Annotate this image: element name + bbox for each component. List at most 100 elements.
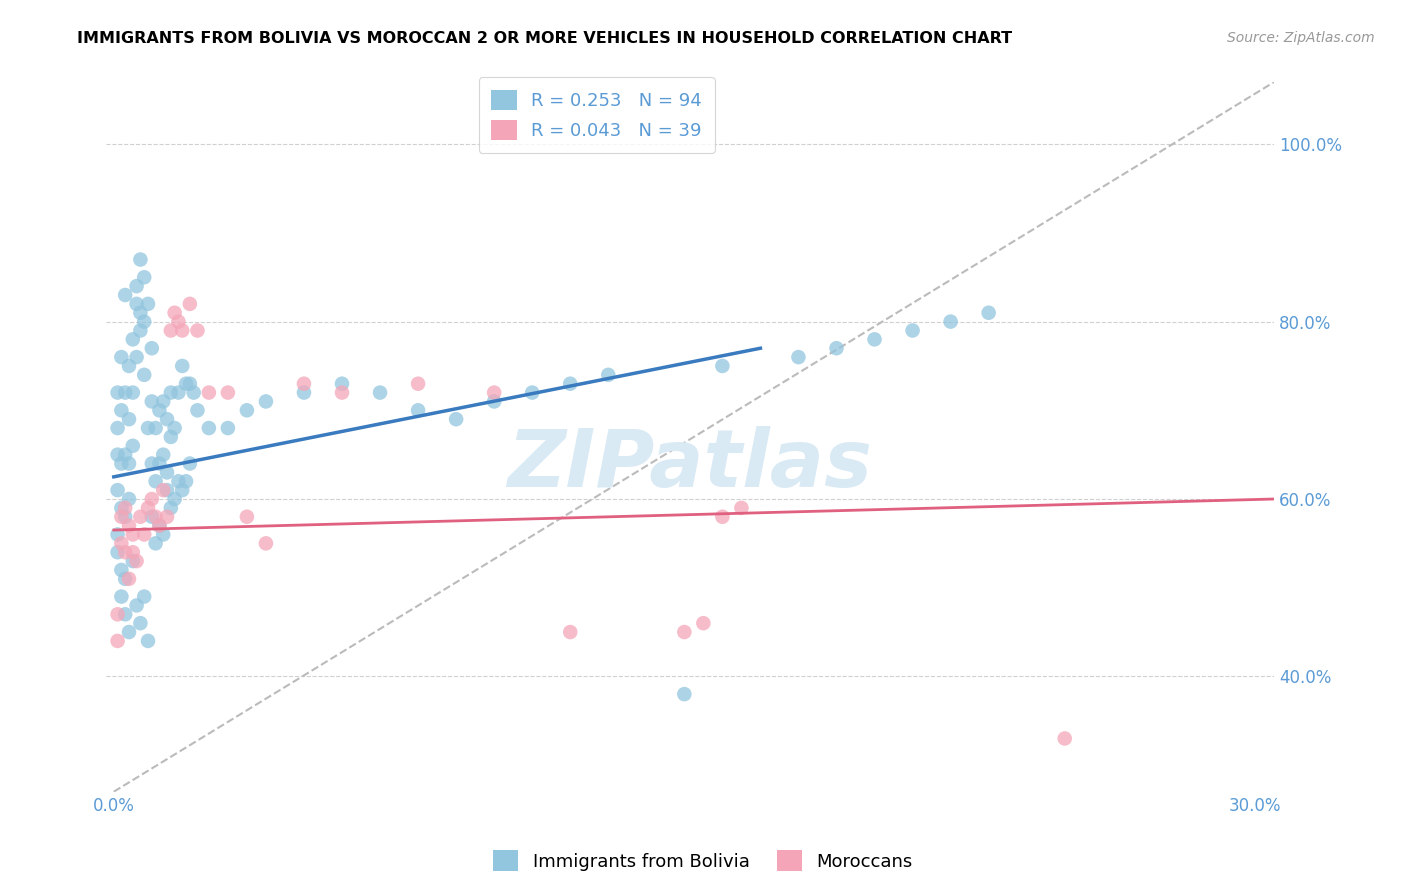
Point — [673, 687, 696, 701]
Point — [186, 324, 208, 338]
Point — [198, 421, 221, 435]
Point — [825, 341, 848, 355]
Point — [145, 536, 167, 550]
Point — [129, 324, 152, 338]
Point — [118, 457, 141, 471]
Point — [110, 563, 132, 577]
Point — [114, 500, 136, 515]
Point — [110, 590, 132, 604]
Point — [114, 545, 136, 559]
Point — [167, 315, 190, 329]
Point — [148, 403, 170, 417]
Point — [172, 324, 194, 338]
Point — [163, 491, 186, 506]
Point — [179, 376, 201, 391]
Point — [160, 324, 183, 338]
Point — [148, 518, 170, 533]
Point — [198, 385, 221, 400]
Point — [134, 368, 156, 382]
Point — [121, 439, 143, 453]
Point — [136, 421, 159, 435]
Point — [134, 315, 156, 329]
Point — [141, 457, 163, 471]
Point — [125, 599, 148, 613]
Text: IMMIGRANTS FROM BOLIVIA VS MOROCCAN 2 OR MORE VEHICLES IN HOUSEHOLD CORRELATION : IMMIGRANTS FROM BOLIVIA VS MOROCCAN 2 OR… — [77, 31, 1012, 46]
Point — [183, 385, 205, 400]
Point — [152, 527, 174, 541]
Point — [711, 359, 734, 373]
Point — [125, 554, 148, 568]
Point — [217, 385, 239, 400]
Point — [110, 457, 132, 471]
Point — [482, 385, 505, 400]
Point — [179, 457, 201, 471]
Point — [163, 421, 186, 435]
Point — [186, 403, 208, 417]
Point — [254, 536, 277, 550]
Point — [179, 297, 201, 311]
Point — [152, 483, 174, 497]
Point — [134, 270, 156, 285]
Point — [118, 572, 141, 586]
Legend: R = 0.253   N = 94, R = 0.043   N = 39: R = 0.253 N = 94, R = 0.043 N = 39 — [479, 77, 714, 153]
Point — [292, 376, 315, 391]
Point — [330, 385, 353, 400]
Point — [787, 350, 810, 364]
Point — [406, 403, 429, 417]
Point — [172, 359, 194, 373]
Point — [167, 475, 190, 489]
Point — [110, 350, 132, 364]
Point — [254, 394, 277, 409]
Point — [107, 527, 129, 541]
Point — [560, 625, 582, 640]
Point — [134, 590, 156, 604]
Point — [121, 385, 143, 400]
Point — [110, 509, 132, 524]
Point — [118, 625, 141, 640]
Point — [129, 616, 152, 631]
Text: ZIPatlas: ZIPatlas — [508, 426, 873, 504]
Point — [107, 385, 129, 400]
Point — [125, 279, 148, 293]
Point — [368, 385, 391, 400]
Point — [145, 509, 167, 524]
Point — [217, 421, 239, 435]
Point — [692, 616, 714, 631]
Point — [145, 475, 167, 489]
Point — [598, 368, 620, 382]
Point — [156, 412, 179, 426]
Point — [236, 403, 259, 417]
Point — [121, 527, 143, 541]
Point — [107, 634, 129, 648]
Point — [114, 448, 136, 462]
Point — [141, 491, 163, 506]
Point — [172, 483, 194, 497]
Point — [160, 500, 183, 515]
Point — [118, 412, 141, 426]
Point — [152, 394, 174, 409]
Point — [145, 421, 167, 435]
Point — [136, 500, 159, 515]
Point — [141, 341, 163, 355]
Point — [163, 306, 186, 320]
Point — [114, 288, 136, 302]
Point — [136, 634, 159, 648]
Legend: Immigrants from Bolivia, Moroccans: Immigrants from Bolivia, Moroccans — [486, 843, 920, 879]
Point — [939, 315, 962, 329]
Point — [673, 625, 696, 640]
Point — [730, 500, 752, 515]
Point — [118, 491, 141, 506]
Point — [110, 536, 132, 550]
Point — [129, 306, 152, 320]
Point — [711, 509, 734, 524]
Point — [107, 448, 129, 462]
Point — [330, 376, 353, 391]
Point — [863, 332, 886, 346]
Point — [125, 297, 148, 311]
Point — [160, 385, 183, 400]
Point — [292, 385, 315, 400]
Point — [141, 394, 163, 409]
Point — [152, 448, 174, 462]
Point — [107, 483, 129, 497]
Point — [110, 403, 132, 417]
